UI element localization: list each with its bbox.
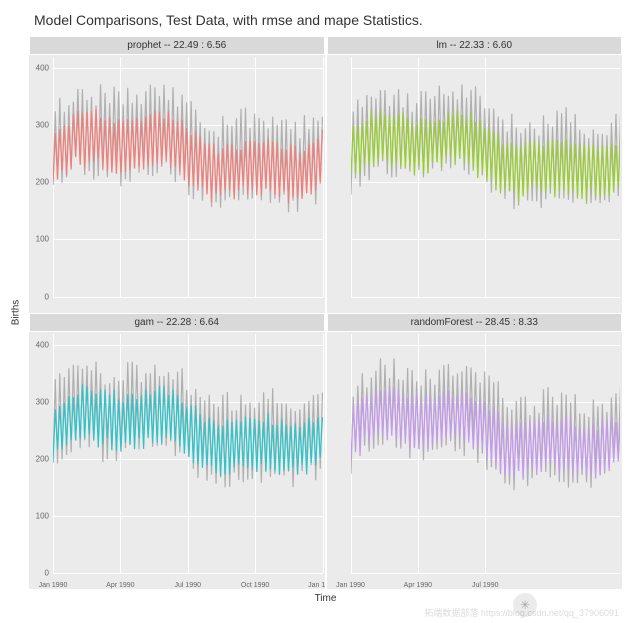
chart-title: Model Comparisons, Test Data, with rmse … bbox=[4, 8, 623, 36]
predicted-series bbox=[53, 384, 323, 476]
plot-area: 0100200300400 bbox=[29, 55, 325, 313]
panel-lm: lm -- 22.33 : 6.60 bbox=[326, 36, 624, 313]
facet-grid: Births prophet -- 22.49 : 6.560100200300… bbox=[4, 36, 623, 613]
series-svg bbox=[351, 334, 621, 574]
series-svg bbox=[53, 57, 323, 297]
panel-gam: gam -- 22.28 : 6.640100200300400Jan 1990… bbox=[28, 313, 326, 590]
series-svg bbox=[53, 334, 323, 574]
panel-strip: gam -- 22.28 : 6.64 bbox=[29, 313, 325, 332]
series-svg bbox=[351, 57, 621, 297]
y-axis-label: Births bbox=[4, 36, 28, 589]
panel-randomforest: randomForest -- 28.45 : 8.33Jan 1990Apr … bbox=[326, 313, 624, 590]
predicted-series bbox=[351, 110, 621, 202]
plot-area: Jan 1990Apr 1990Jul 1990 bbox=[327, 332, 623, 590]
panel-strip: randomForest -- 28.45 : 8.33 bbox=[327, 313, 623, 332]
panel-strip: lm -- 22.33 : 6.60 bbox=[327, 36, 623, 55]
plot-area bbox=[327, 55, 623, 313]
panel-prophet: prophet -- 22.49 : 6.560100200300400 bbox=[28, 36, 326, 313]
plot-area: 0100200300400Jan 1990Apr 1990Jul 1990Oct… bbox=[29, 332, 325, 590]
panel-strip: prophet -- 22.49 : 6.56 bbox=[29, 36, 325, 55]
watermark-text: 拓端数据部落 https://blog.csdn.net/qq_37906091 bbox=[424, 606, 619, 619]
chart-container: Model Comparisons, Test Data, with rmse … bbox=[0, 0, 627, 623]
